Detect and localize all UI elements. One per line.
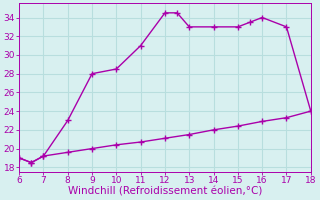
X-axis label: Windchill (Refroidissement éolien,°C): Windchill (Refroidissement éolien,°C) [68,187,262,197]
